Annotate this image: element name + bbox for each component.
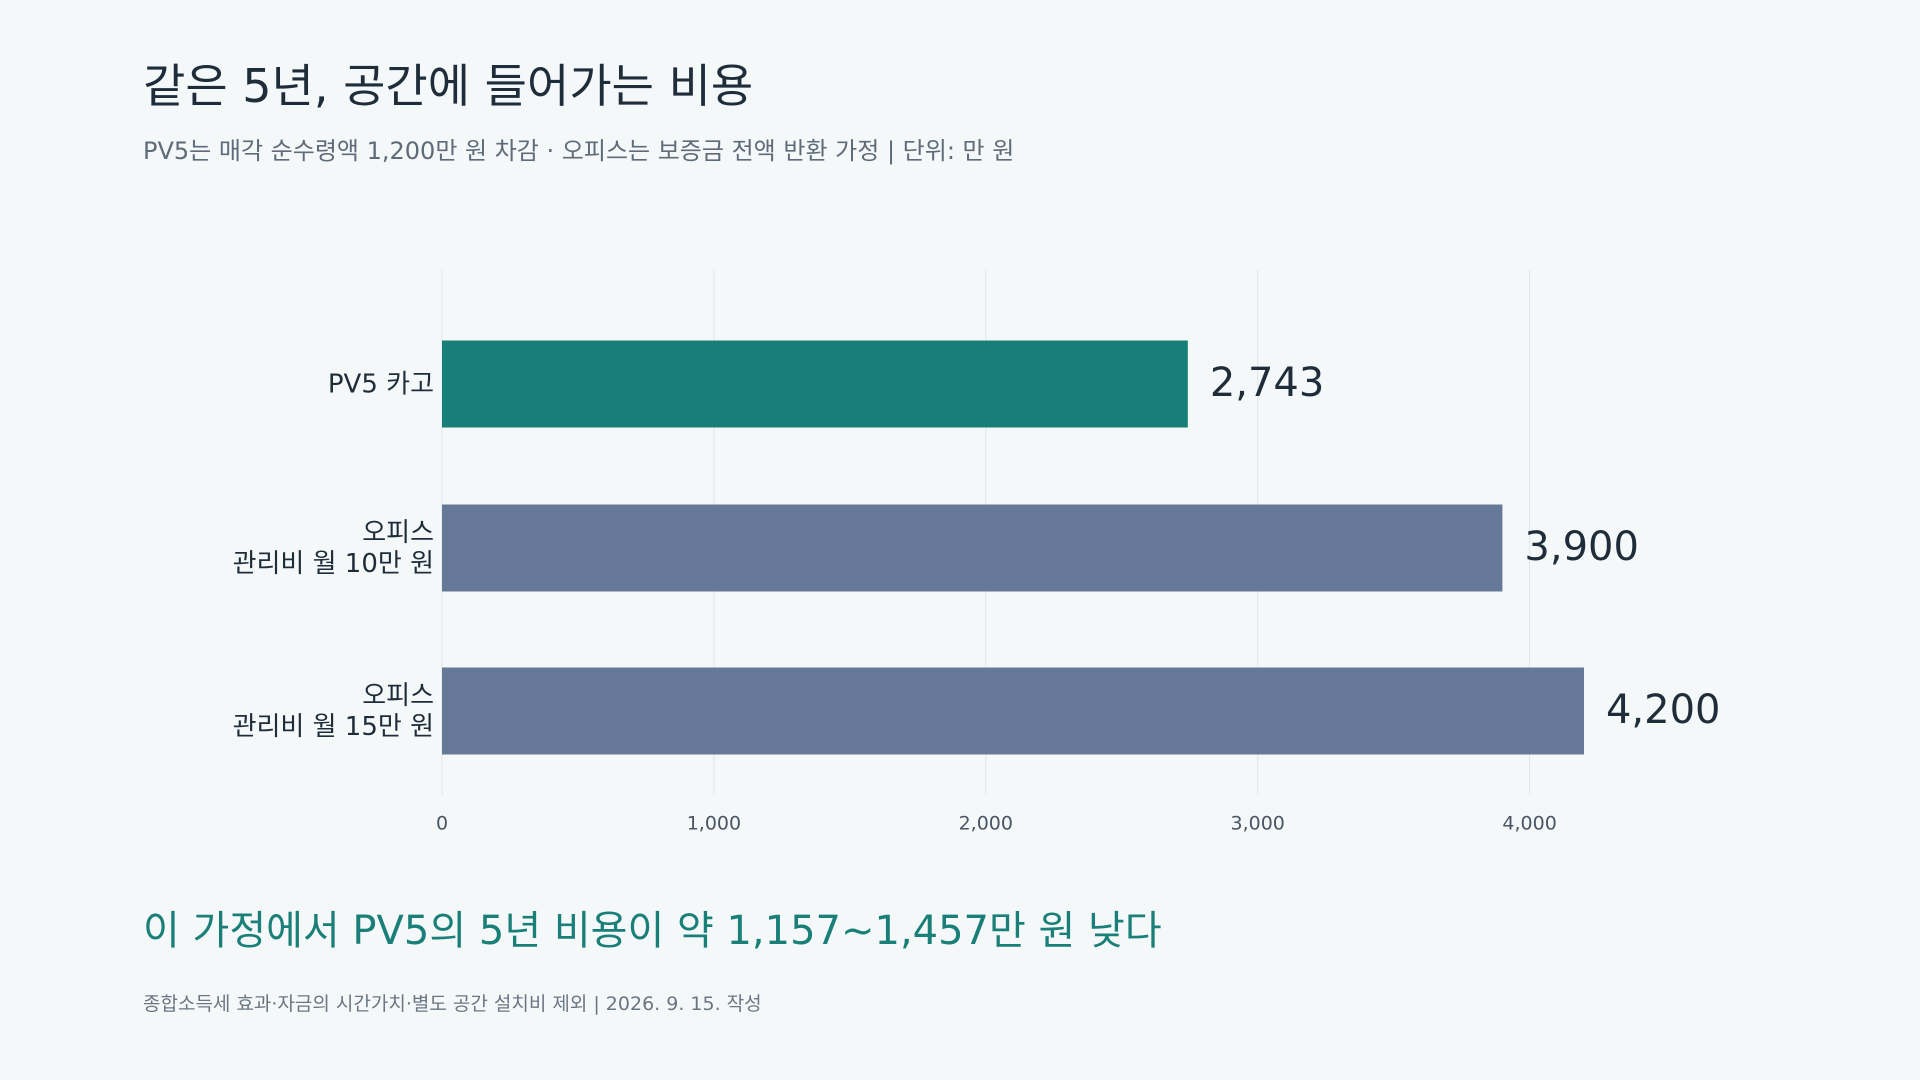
bars xyxy=(442,340,1584,755)
chart-subtitle: PV5는 매각 순수령액 1,200만 원 차감 · 오피스는 보증금 전액 반… xyxy=(143,137,1015,165)
x-tick-label: 1,000 xyxy=(687,813,741,835)
bar xyxy=(442,340,1188,428)
x-tick-label: 2,000 xyxy=(959,813,1013,835)
x-tick-label: 3,000 xyxy=(1230,813,1284,835)
bar xyxy=(442,667,1584,755)
footnote: 종합소득세 효과·자금의 시간가치·별도 공간 설치비 제외 | 2026. 9… xyxy=(143,993,762,1015)
labels: 0 1,000 2,000 3,000 4,000 2,743 PV5 카고 3,900 오피스… xyxy=(233,360,1721,835)
chart-title: 같은 5년, 공간에 들어가는 비용 xyxy=(143,59,754,113)
data-label: 4,200 xyxy=(1606,687,1721,733)
category-label: 오피스 xyxy=(362,681,434,711)
x-tick-label: 0 xyxy=(436,813,448,835)
category-label: PV5 카고 xyxy=(328,370,434,400)
conclusion-text: 이 가정에서 PV5의 5년 비용이 약 1,157~1,457만 원 낮다 xyxy=(143,908,1162,954)
category-label: 오피스 xyxy=(362,518,434,548)
category-label: 관리비 월 10만 원 xyxy=(233,549,434,579)
x-tick-label: 4,000 xyxy=(1502,813,1556,835)
bar-chart: 0 1,000 2,000 3,000 4,000 2,743 PV5 카고 3,900 오피스… xyxy=(233,270,1721,835)
category-label: 관리비 월 15만 원 xyxy=(233,712,434,742)
data-label: 2,743 xyxy=(1210,360,1325,406)
data-label: 3,900 xyxy=(1524,524,1639,570)
bar xyxy=(442,504,1503,592)
